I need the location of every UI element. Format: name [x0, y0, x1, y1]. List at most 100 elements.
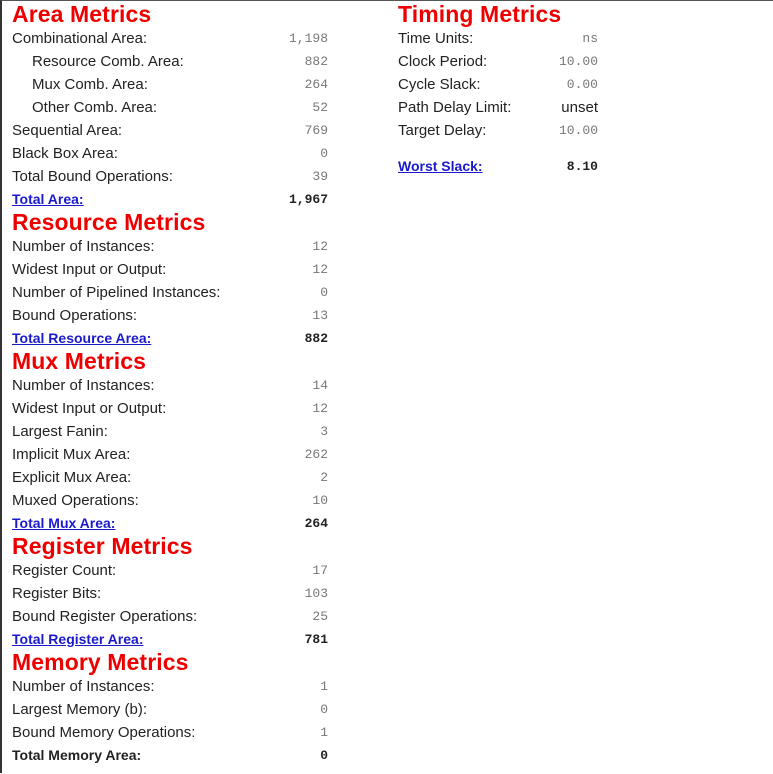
metric-value: 39 [312, 169, 328, 184]
metric-label: Combinational Area: [12, 30, 148, 47]
timing-row: Time Units: ns [398, 27, 598, 50]
metric-value: 10.00 [558, 54, 598, 69]
metric-label: Time Units: [398, 30, 474, 47]
metric-label: Resource Comb. Area: [32, 53, 184, 70]
total-mux-area-link[interactable]: Total Mux Area: [12, 515, 116, 531]
metric-label: Clock Period: [398, 53, 488, 70]
metric-value: 769 [304, 123, 328, 138]
metric-label: Bound Memory Operations: [12, 724, 196, 741]
metric-label: Number of Instances: [12, 377, 155, 394]
metric-value: 0 [320, 702, 328, 717]
metric-value: 12 [312, 401, 328, 416]
metric-value: 52 [312, 100, 328, 115]
metric-label: Cycle Slack: [398, 76, 481, 93]
resource-row: Number of Instances: 12 [12, 235, 328, 258]
timing-row: Cycle Slack: 0.00 [398, 73, 598, 96]
metric-value: 0 [320, 285, 328, 300]
total-register-area-link[interactable]: Total Register Area: [12, 631, 144, 647]
memory-row: Largest Memory (b): 0 [12, 698, 328, 721]
total-area-row: Total Area: 1,967 [12, 188, 328, 211]
metric-value: 1 [320, 725, 328, 740]
metric-value: 12 [312, 239, 328, 254]
area-row: Combinational Area: 1,198 [12, 27, 328, 50]
register-metrics-title: Register Metrics [12, 533, 193, 559]
resource-row: Widest Input or Output: 12 [12, 258, 328, 281]
metric-value: 3 [320, 424, 328, 439]
worst-slack-link[interactable]: Worst Slack: [398, 158, 483, 174]
metric-value: 1 [320, 679, 328, 694]
metric-label: Widest Input or Output: [12, 261, 167, 278]
timing-row: Target Delay: 10.00 [398, 119, 598, 142]
area-row: Resource Comb. Area: 882 [12, 50, 328, 73]
metric-label: Implicit Mux Area: [12, 446, 131, 463]
metric-value: ns [582, 31, 598, 46]
metric-label: Muxed Operations: [12, 492, 139, 509]
metric-label: Target Delay: [398, 122, 487, 139]
metric-value: 10.00 [558, 123, 598, 138]
area-row: Total Bound Operations: 39 [12, 165, 328, 188]
metric-label: Register Count: [12, 562, 117, 579]
total-resource-area-value: 882 [304, 331, 328, 346]
spacer [398, 142, 598, 155]
metric-label: Bound Register Operations: [12, 608, 198, 625]
metric-label: Other Comb. Area: [32, 99, 158, 116]
mux-row: Muxed Operations: 10 [12, 489, 328, 512]
metric-label: Path Delay Limit: [398, 99, 512, 116]
total-mux-area-row: Total Mux Area: 264 [12, 512, 328, 535]
metric-label: Widest Input or Output: [12, 400, 167, 417]
total-resource-area-link[interactable]: Total Resource Area: [12, 330, 152, 346]
metric-label: Number of Instances: [12, 238, 155, 255]
area-row: Other Comb. Area: 52 [12, 96, 328, 119]
metric-label: Number of Pipelined Instances: [12, 284, 221, 301]
resource-metrics-title: Resource Metrics [12, 209, 206, 235]
metric-value: unset [561, 99, 598, 116]
total-area-value: 1,967 [288, 192, 328, 207]
timing-row: Path Delay Limit: unset [398, 96, 598, 119]
metric-label: Total Bound Operations: [12, 168, 173, 185]
metric-value: 13 [312, 308, 328, 323]
timing-row: Clock Period: 10.00 [398, 50, 598, 73]
worst-slack-row: Worst Slack: 8.10 [398, 155, 598, 178]
metric-value: 10 [312, 493, 328, 508]
metric-label: Largest Fanin: [12, 423, 108, 440]
total-memory-area-label: Total Memory Area: [12, 747, 142, 763]
metric-label: Explicit Mux Area: [12, 469, 132, 486]
left-column: Area Metrics Combinational Area: 1,198 Re… [12, 3, 328, 767]
metric-label: Bound Operations: [12, 307, 138, 324]
metric-value: 2 [320, 470, 328, 485]
metric-value: 0 [320, 146, 328, 161]
total-memory-area-row: Total Memory Area: 0 [12, 744, 328, 767]
metric-value: 17 [312, 563, 328, 578]
timing-metrics-title: Timing Metrics [398, 1, 562, 27]
metric-label: Black Box Area: [12, 145, 118, 162]
memory-row: Bound Memory Operations: 1 [12, 721, 328, 744]
metric-value: 1,198 [288, 31, 328, 46]
metric-value: 0.00 [566, 77, 598, 92]
mux-row: Number of Instances: 14 [12, 374, 328, 397]
area-metrics-title: Area Metrics [12, 1, 152, 27]
metric-label: Largest Memory (b): [12, 701, 148, 718]
total-register-area-row: Total Register Area: 781 [12, 628, 328, 651]
register-row: Register Count: 17 [12, 559, 328, 582]
total-memory-area-value: 0 [320, 748, 328, 763]
right-column: Timing Metrics Time Units: ns Clock Perio… [398, 3, 598, 178]
total-register-area-value: 781 [304, 632, 328, 647]
mux-row: Largest Fanin: 3 [12, 420, 328, 443]
area-row: Black Box Area: 0 [12, 142, 328, 165]
mux-row: Implicit Mux Area: 262 [12, 443, 328, 466]
area-row: Mux Comb. Area: 264 [12, 73, 328, 96]
total-area-link[interactable]: Total Area: [12, 191, 84, 207]
metric-value: 264 [304, 77, 328, 92]
metric-label: Register Bits: [12, 585, 102, 602]
metric-value: 14 [312, 378, 328, 393]
resource-row: Number of Pipelined Instances: 0 [12, 281, 328, 304]
metric-label: Number of Instances: [12, 678, 155, 695]
worst-slack-value: 8.10 [566, 159, 598, 174]
metric-value: 882 [304, 54, 328, 69]
metric-value: 262 [304, 447, 328, 462]
mux-row: Explicit Mux Area: 2 [12, 466, 328, 489]
memory-metrics-title: Memory Metrics [12, 649, 189, 675]
mux-row: Widest Input or Output: 12 [12, 397, 328, 420]
mux-metrics-title: Mux Metrics [12, 348, 147, 374]
